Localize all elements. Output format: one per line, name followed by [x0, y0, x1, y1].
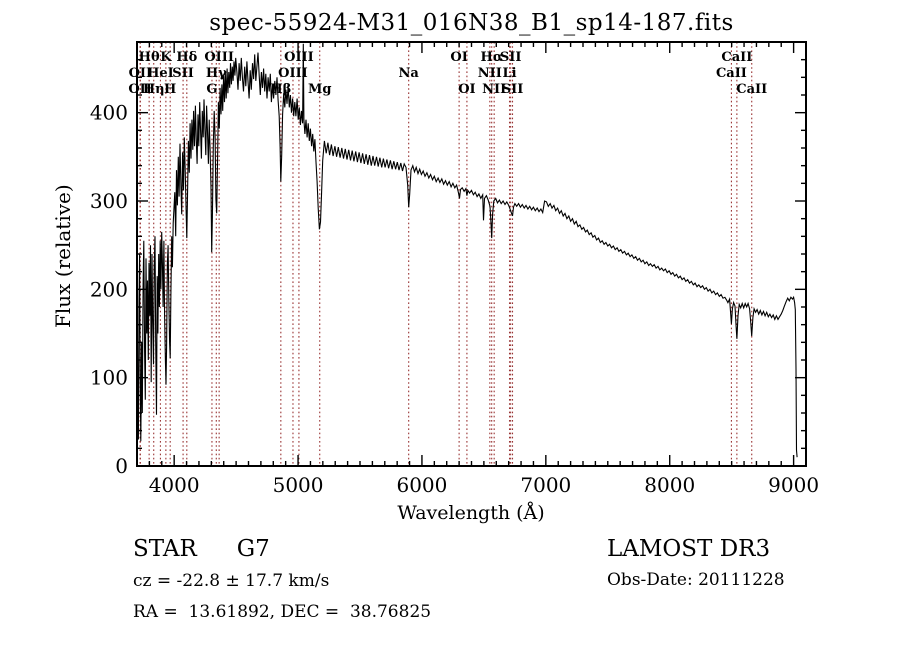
spectral-line-label: OIII — [204, 50, 234, 65]
spectral-line-label: Na — [399, 66, 420, 81]
x-tick-label: 9000 — [768, 473, 819, 497]
spectral-line-label: Hθ — [139, 50, 160, 65]
spectral-line-label: Hη — [143, 82, 165, 97]
spectral-line-label: OI — [458, 82, 475, 97]
y-tick-label: 100 — [90, 366, 128, 390]
x-tick-label: 8000 — [644, 473, 695, 497]
x-axis-label: Wavelength (Å) — [397, 502, 545, 524]
spectral-line-label: G — [206, 82, 217, 97]
spectral-line-label: NII — [482, 82, 506, 97]
x-tick-label: 6000 — [396, 473, 447, 497]
y-tick-label: 0 — [115, 454, 128, 478]
plot-title: spec-55924-M31_016N38_B1_sp14-187.fits — [209, 10, 734, 36]
spectral-line-label: Hα — [481, 50, 503, 65]
spectral-line-label: Li — [502, 66, 516, 81]
ra-dec-text: RA = 13.61892, DEC = 38.76825 — [133, 602, 432, 622]
spectral-line-label: NII — [478, 66, 502, 81]
spectral-line-label: Hδ — [176, 50, 197, 65]
spectral-line-label: Hβ — [270, 82, 291, 97]
spectral-line-label: OIII — [278, 66, 308, 81]
object-subclass: G7 — [236, 536, 270, 562]
y-axis-label: Flux (relative) — [51, 184, 75, 328]
spectral-line-label: K — [160, 50, 172, 65]
spectral-line-label: OII — [128, 82, 152, 97]
spectral-line-label: HeI — [147, 66, 174, 81]
object-class: STAR — [133, 536, 197, 562]
y-tick-label: 400 — [90, 101, 128, 125]
spectral-line-label: CaII — [716, 66, 747, 81]
spectral-line-label: H — [164, 82, 176, 97]
x-tick-label: 7000 — [520, 473, 571, 497]
spectral-line-label: CaII — [721, 50, 752, 65]
spectral-line-label: OIII — [284, 50, 314, 65]
y-tick-label: 200 — [90, 277, 128, 301]
x-tick-label: 4000 — [149, 473, 200, 497]
spectral-line-label: CaII — [736, 82, 767, 97]
spectral-line-label: OII — [129, 66, 153, 81]
spectral-line-label: SII — [502, 82, 524, 97]
spectral-line-label: SII — [172, 66, 194, 81]
y-tick-label: 300 — [90, 189, 128, 213]
spectral-line-label: Hγ — [206, 66, 227, 81]
spectrum-curve — [136, 43, 798, 458]
spectral-line-label: Mg — [308, 82, 331, 97]
obs-date-text: Obs-Date: 20111228 — [607, 570, 785, 590]
plot-border — [136, 41, 807, 467]
classification-text: STAR G7 — [133, 536, 270, 562]
survey-release-text: LAMOST DR3 — [607, 536, 771, 562]
cz-velocity-text: cz = -22.8 ± 17.7 km/s — [133, 571, 330, 591]
x-tick-label: 5000 — [273, 473, 324, 497]
spectral-line-label: SII — [500, 50, 522, 65]
spectral-line-label: OI — [450, 50, 467, 65]
